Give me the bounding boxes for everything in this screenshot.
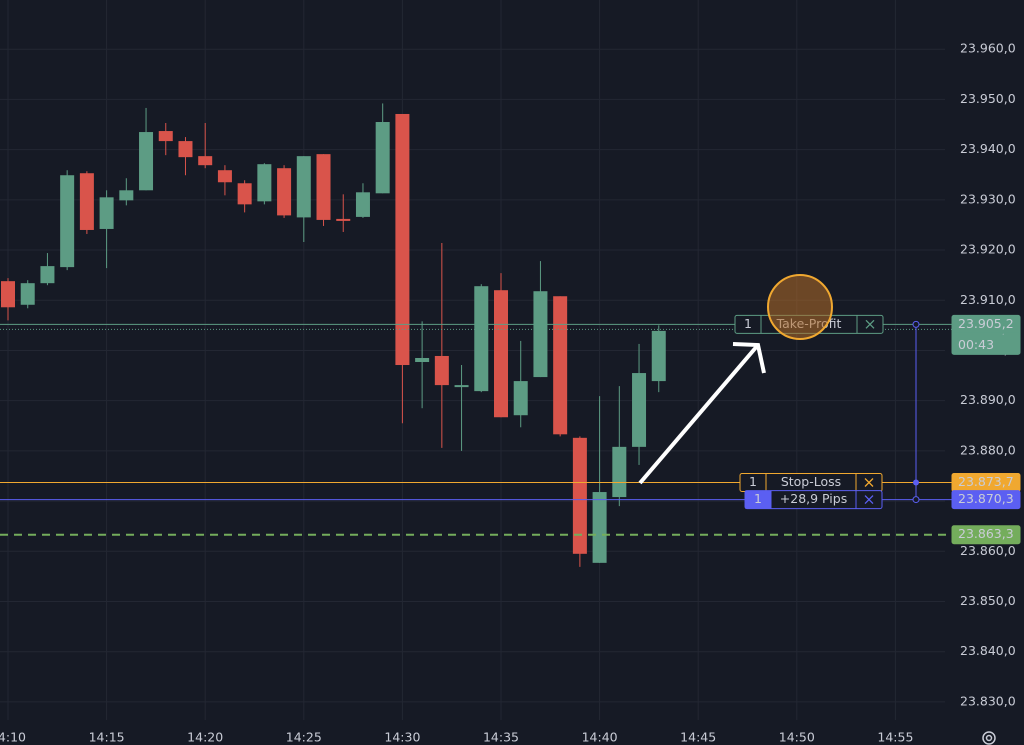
x-tick-label: 14:10 [0,730,26,745]
x-tick-label: 14:50 [779,730,815,745]
candle-body [454,385,469,388]
y-tick-label: 23.860,0 [960,543,1016,558]
candle-body [296,156,311,218]
candle-body [395,113,410,366]
countdown: 00:43 [958,337,994,352]
candle-body [592,492,607,563]
candle-body [533,291,548,378]
candle-body [632,373,647,447]
drawing-arrow[interactable] [638,343,760,485]
price-label-box [951,490,1021,510]
order-close[interactable] [864,478,874,487]
price-label-box [951,314,1021,334]
candle-body [237,183,252,205]
order-close[interactable] [865,319,875,329]
y-tick-label: 23.840,0 [960,643,1016,658]
candle-body [434,355,449,386]
x-tick-label: 14:55 [877,730,913,745]
price-label: 23.870,3 [958,491,1014,506]
bracket-handle [913,479,919,486]
candle-body [415,357,430,363]
y-tick-label: 23.830,0 [960,693,1016,708]
order-close[interactable] [864,495,874,505]
x-tick-label: 14:35 [483,730,519,745]
x-tick-label: 14:15 [89,730,125,745]
candle-body [1,281,15,308]
price-label: 23.863,3 [958,526,1014,541]
candle-body [474,286,489,392]
y-tick-label: 23.890,0 [960,392,1016,407]
candle-body [178,141,193,158]
price-label: 23.873,7 [958,474,1014,489]
price-label: 23.905,2 [958,316,1014,331]
drawing-arrow-head[interactable] [732,342,766,374]
candle-body [40,266,55,284]
candle-body [553,296,568,435]
bracket-handle [912,496,920,504]
candle-body [316,154,331,220]
order-label: +28,9 Pips [780,491,847,506]
highlight-circle [767,274,833,340]
order-qty-fill [745,490,771,509]
price-label-box [951,525,1021,545]
candle-body [572,437,587,554]
x-tick-label: 14:20 [187,730,223,745]
candle-body [651,330,666,382]
candle-body [612,446,627,498]
candle-body [257,164,272,202]
y-tick-label: 23.940,0 [960,141,1016,156]
candle-body [494,290,508,418]
order-quantity: 1 [744,316,752,331]
order-quantity: 1 [754,491,762,506]
y-tick-label: 23.950,0 [960,91,1016,106]
candle-body [336,218,351,221]
y-tick-label: 23.880,0 [960,442,1016,457]
candle-body [513,381,528,416]
x-tick-label: 14:25 [286,730,322,745]
candle-body [79,173,94,230]
candle-body [375,122,390,194]
candle-body [158,131,173,142]
order-quantity: 1 [749,474,757,489]
candle-body [60,175,75,268]
y-tick-label: 23.920,0 [960,242,1016,257]
y-tick-label: 23.910,0 [960,292,1016,307]
candle-body [119,190,134,201]
settings-icon[interactable] [982,731,996,745]
candle-body [217,170,232,183]
candle-body [277,168,292,216]
y-tick-label: 23.960,0 [960,41,1016,56]
candle-body [355,192,370,217]
x-tick-label: 14:45 [680,730,716,745]
x-tick-label: 14:40 [582,730,618,745]
y-tick-label: 23.930,0 [960,191,1016,206]
y-tick-label: 23.850,0 [960,593,1016,608]
bracket-handle [912,320,920,328]
candle-body [20,283,35,305]
x-tick-label: 14:30 [384,730,420,745]
order-label: Stop-Loss [781,474,841,489]
candle-body [139,132,154,191]
candle-body [198,156,213,166]
candle-body [99,197,114,229]
